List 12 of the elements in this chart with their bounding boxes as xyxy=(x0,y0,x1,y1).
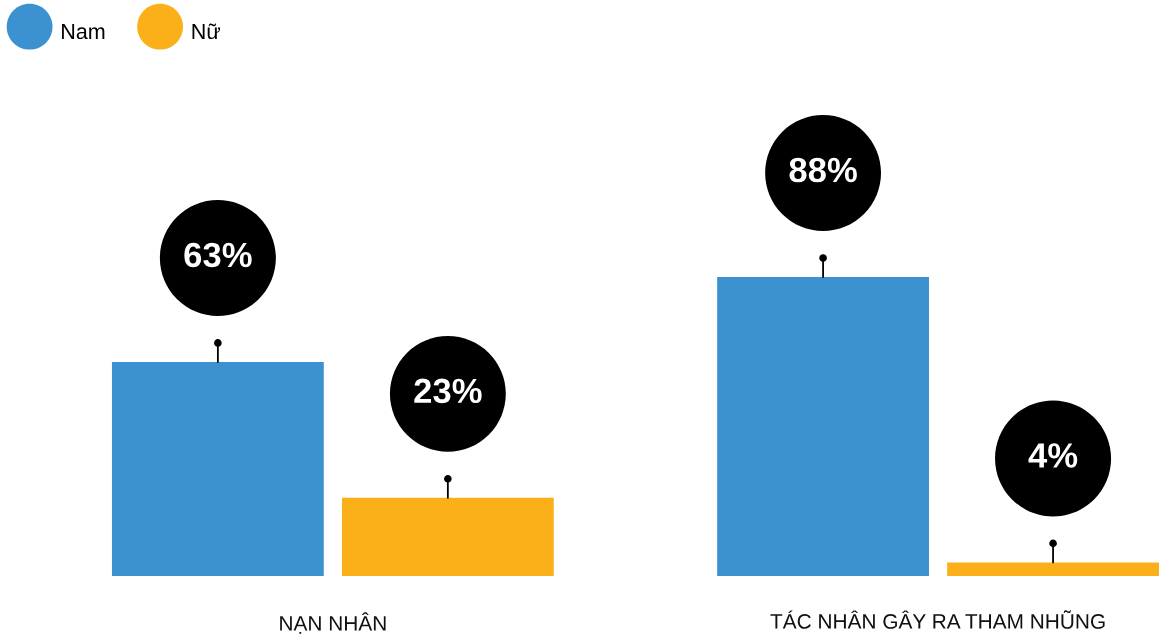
data-label: 23% xyxy=(414,378,482,404)
bar xyxy=(341,497,554,576)
data-label: 88% xyxy=(789,157,857,183)
data-label: 4% xyxy=(1028,443,1078,468)
legend-label: Nam xyxy=(62,24,105,40)
bar xyxy=(717,277,929,576)
legend-label: Nữ xyxy=(192,23,221,40)
data-label: 63% xyxy=(184,242,252,268)
bar xyxy=(111,361,324,576)
x-tick-label: NẠN NHÂN xyxy=(280,612,386,634)
bar xyxy=(947,562,1159,576)
x-tick-label: TÁC NHÂN GÂY RA THAM NHŨNG xyxy=(770,610,1105,629)
